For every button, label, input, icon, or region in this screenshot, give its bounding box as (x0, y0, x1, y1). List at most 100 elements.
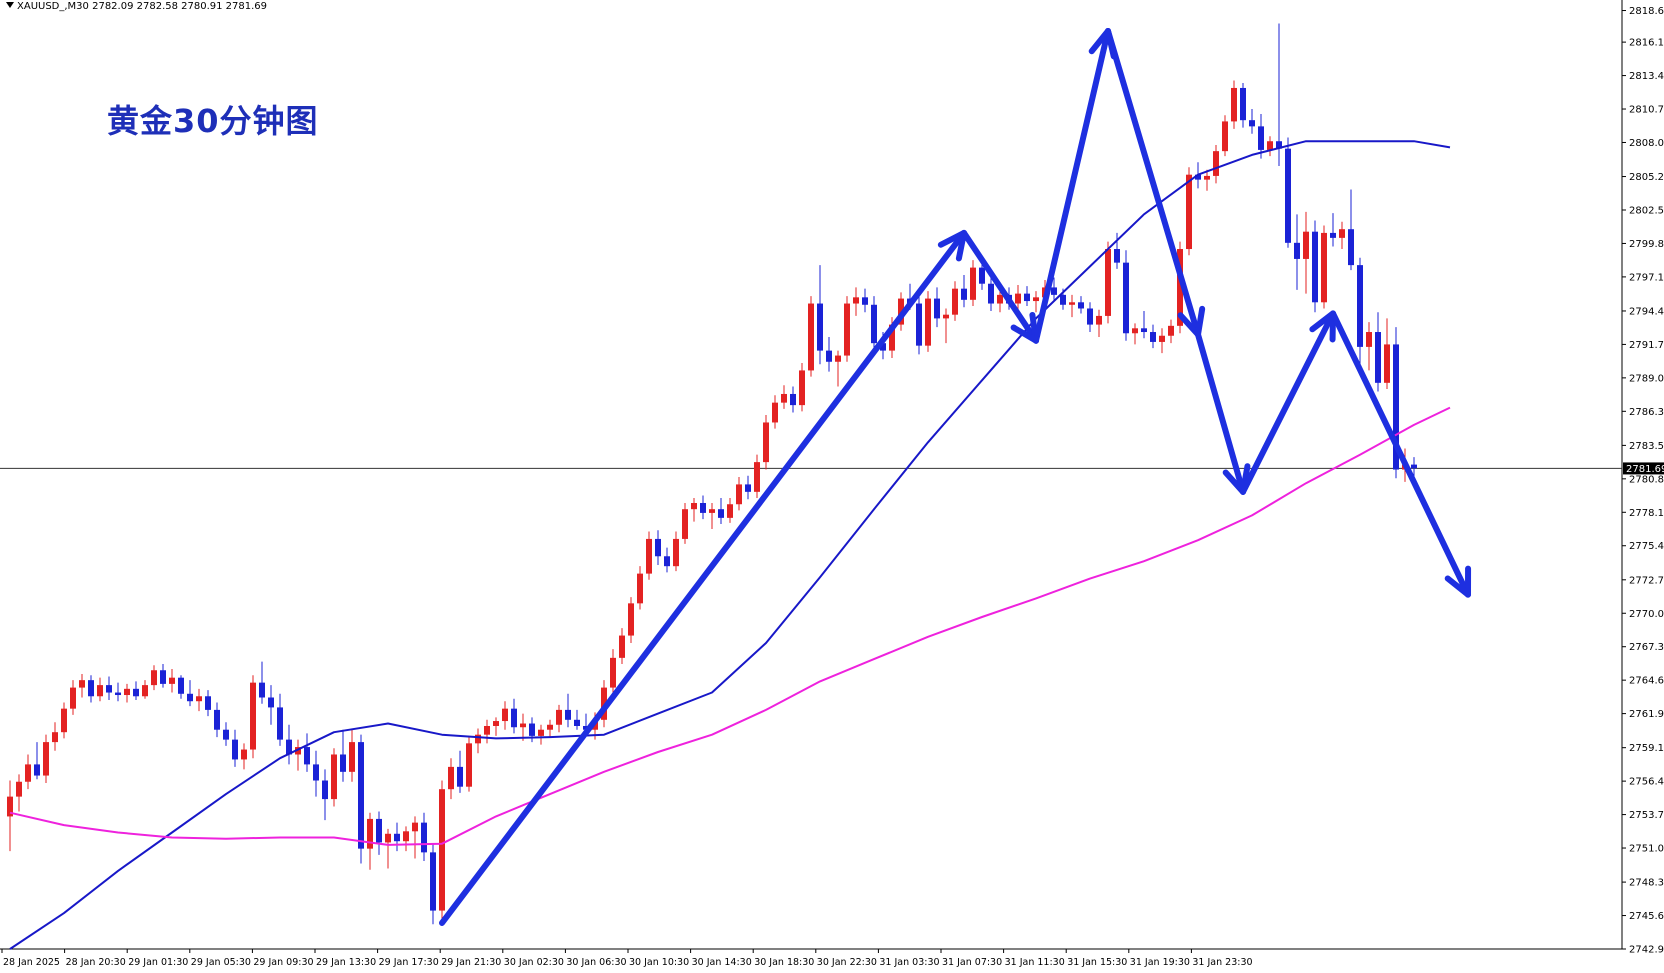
price-tick-label: 2810.70 (1629, 105, 1664, 116)
price-tick-label: 2775.45 (1629, 541, 1664, 552)
trend-arrow-shaft (961, 229, 1039, 344)
candle-body (331, 754, 337, 800)
time-tick-label: 31 Jan 15:30 (1067, 957, 1127, 968)
time-tick-label: 29 Jan 09:30 (253, 957, 313, 968)
candle-body (448, 766, 454, 790)
candle-body (1240, 87, 1246, 121)
moving-average-slow (9, 406, 1451, 846)
candle-body (565, 709, 571, 720)
candle-body (1321, 232, 1327, 303)
candle-body (700, 502, 706, 513)
candle-body (1078, 302, 1084, 309)
candle-body (619, 635, 625, 658)
candle-body (682, 509, 688, 539)
price-tick-label: 2742.90 (1629, 945, 1664, 956)
candle-body (1231, 87, 1237, 122)
candle-body (970, 267, 976, 300)
candle-body (1366, 332, 1372, 347)
candle-body (169, 677, 175, 684)
candle-body (142, 685, 148, 697)
candle-body (646, 538, 652, 574)
candle-body (1186, 174, 1192, 250)
candle-body (466, 743, 472, 787)
candle-body (484, 725, 490, 735)
candle-body (151, 670, 157, 686)
candle-body (223, 729, 229, 740)
candle-body (709, 509, 715, 513)
candle-body (1168, 325, 1174, 336)
candle-body (457, 766, 463, 787)
price-tick-label: 2756.45 (1629, 777, 1664, 788)
candle-body (1258, 126, 1264, 150)
time-tick-label: 30 Jan 02:30 (504, 957, 564, 968)
candle-body (196, 696, 202, 702)
candle-body (250, 682, 256, 750)
candle-body (1159, 335, 1165, 342)
price-tick-label: 2791.70 (1629, 340, 1664, 351)
candle-body (439, 789, 445, 911)
candle-body (1195, 174, 1201, 180)
time-tick-label: 28 Jan 2025 (3, 957, 60, 968)
candle-body (124, 688, 130, 696)
candle-body (349, 742, 355, 772)
candle-body (322, 780, 328, 800)
trend-arrow-shaft (1033, 27, 1111, 344)
candle-body (1276, 141, 1282, 149)
moving-averages-group (9, 140, 1451, 950)
candle-body (502, 708, 508, 722)
candle-body (934, 298, 940, 319)
candle-body (1375, 332, 1381, 383)
candle-body (178, 677, 184, 694)
candle-body (7, 796, 13, 817)
trend-arrow-shaft (1195, 331, 1246, 495)
candle-body (160, 670, 166, 684)
candle-body (268, 697, 274, 708)
candle-body (412, 822, 418, 832)
chart-title: 黄金30分钟图 (107, 102, 319, 140)
candle-body (61, 708, 67, 733)
price-tick-label: 2753.75 (1629, 810, 1664, 821)
candle-body (529, 723, 535, 736)
candle-body (1051, 287, 1057, 295)
candle-body (1024, 293, 1030, 302)
candle-body (1267, 141, 1273, 150)
price-tick-label: 2772.70 (1629, 575, 1664, 586)
price-tick-label: 2805.25 (1629, 172, 1664, 183)
price-tick-label: 2818.65 (1629, 6, 1664, 17)
candle-body (304, 747, 310, 765)
price-tick-label: 2813.40 (1629, 71, 1664, 82)
price-tick-label: 2767.30 (1629, 642, 1664, 653)
price-tick-label: 2799.85 (1629, 239, 1664, 250)
candle-body (295, 747, 301, 755)
candle-body (475, 734, 481, 744)
candle-body (1285, 148, 1291, 243)
time-tick-label: 31 Jan 03:30 (879, 957, 939, 968)
current-price-badge (1623, 462, 1664, 475)
candle-body (43, 742, 49, 776)
candle-body (880, 343, 886, 351)
candle-body (727, 504, 733, 518)
candle-body (187, 693, 193, 702)
dropdown-triangle-icon[interactable] (6, 2, 14, 8)
candle-body (952, 288, 958, 315)
candle-body (430, 852, 436, 911)
candle-body (394, 833, 400, 842)
price-tick-label: 2802.55 (1629, 205, 1664, 216)
candle-body (844, 303, 850, 356)
candle-body (1033, 297, 1039, 302)
candle-body (1015, 293, 1021, 304)
candle-body (628, 603, 634, 636)
candle-body (106, 685, 112, 693)
candle-body (835, 355, 841, 362)
candle-body (97, 685, 103, 697)
candle-body (781, 393, 787, 403)
candle-body (538, 729, 544, 736)
candle-body (1411, 464, 1417, 469)
candle-body (1150, 332, 1156, 342)
candle-body (925, 298, 931, 346)
candle-body (1123, 262, 1129, 334)
candle-body (556, 709, 562, 725)
candle-body (1393, 344, 1399, 470)
candle-body (862, 297, 868, 305)
